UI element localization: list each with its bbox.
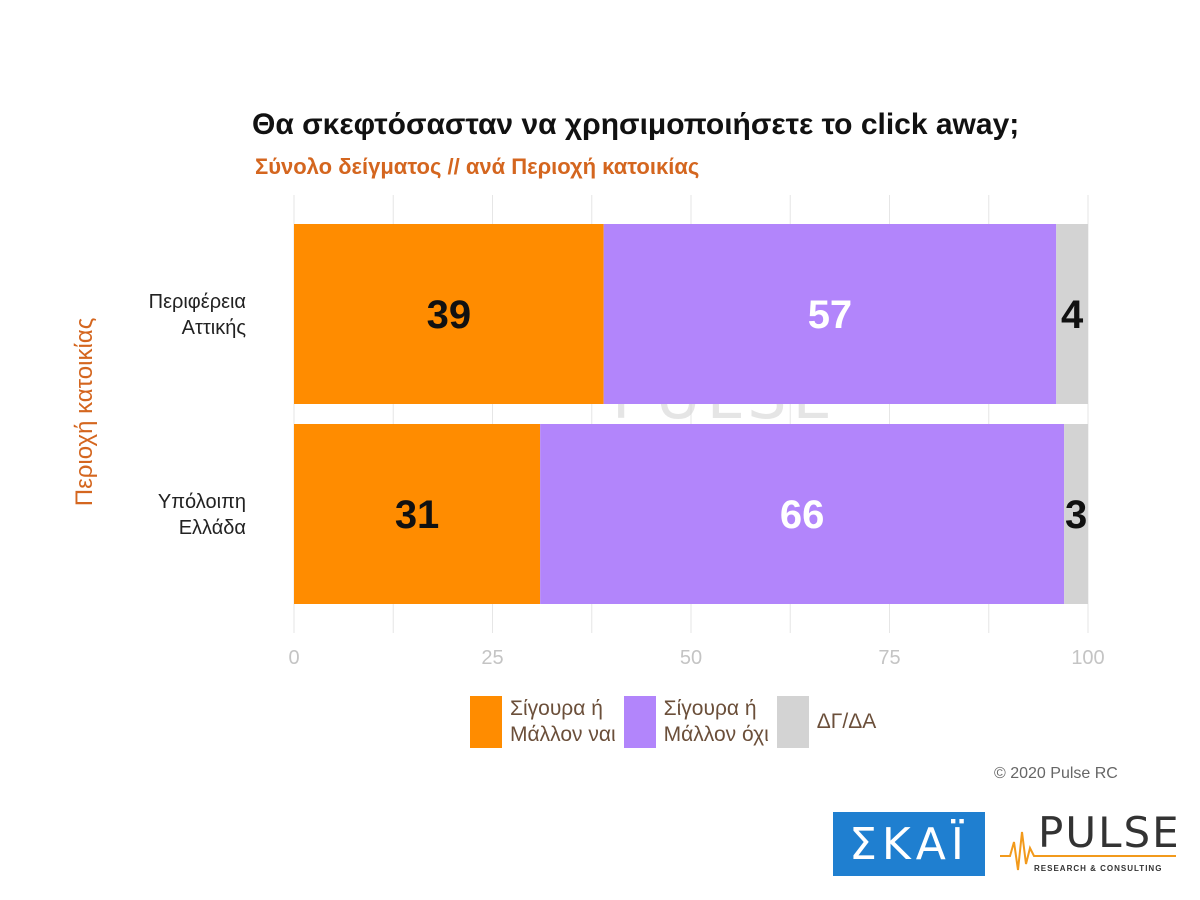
legend-swatch — [470, 696, 502, 748]
x-tick-label: 50 — [680, 647, 702, 669]
bar-value-label: 39 — [427, 293, 472, 337]
pulse-logo-subtitle: RESEARCH & CONSULTING — [1034, 864, 1163, 873]
legend-item: Σίγουρα ή Μάλλον ναι — [470, 696, 616, 748]
legend-swatch — [776, 696, 809, 748]
legend-label-line: ΔΓ/ΔΑ — [816, 710, 877, 733]
legend-label: Σίγουρα ή Μάλλον ναι — [510, 696, 616, 748]
bar-segment — [540, 424, 1065, 604]
pulse-wave-icon — [1000, 831, 1176, 871]
bar-value-label: 57 — [808, 293, 853, 337]
legend-item: Σίγουρα ή Μάλλον όχι — [623, 696, 769, 748]
chart-title: Θα σκεφτόσασταν να χρησιμοποιήσετε το cl… — [252, 108, 1020, 141]
bar-segment — [294, 424, 541, 604]
skai-logo: ΣΚΑΪ — [833, 812, 985, 876]
bar-segment — [603, 224, 1057, 404]
x-tick-label: 25 — [481, 647, 503, 669]
legend-label-line: Σίγουρα ή — [663, 697, 757, 720]
bar-segment — [1056, 224, 1088, 404]
category-label: Αττικής — [182, 317, 247, 339]
bar-value-label: 4 — [1061, 293, 1084, 337]
bar-segment — [294, 224, 604, 404]
bar-value-label: 66 — [780, 493, 825, 537]
legend-label: ΔΓ/ΔΑ — [817, 709, 876, 735]
stacked-bar-chart: 0255075100PULSERESEARCH & CONSULTING3957… — [71, 195, 1105, 669]
x-tick-label: 75 — [878, 647, 900, 669]
chart-subtitle: Σύνολο δείγματος // ανά Περιοχή κατοικία… — [255, 154, 700, 179]
legend-label: Σίγουρα ή Μάλλον όχι — [664, 696, 769, 748]
category-label: Υπόλοιπη — [158, 491, 246, 513]
pulse-logo-text: PULSE — [1038, 808, 1181, 857]
y-axis-label: Περιοχή κατοικίας — [71, 318, 98, 507]
x-tick-label: 100 — [1071, 647, 1104, 669]
chart-legend: Σίγουρα ή Μάλλον ναι Σίγουρα ή Μάλλον όχι ΔΓ… — [470, 696, 884, 748]
category-label: Ελλάδα — [179, 517, 246, 539]
pulse-logo: PULSE RESEARCH & CONSULTING — [1000, 808, 1179, 878]
copyright-text: © 2020 Pulse RC — [994, 765, 1118, 782]
x-tick-label: 0 — [288, 647, 299, 669]
legend-label-line: Μάλλον ναι — [510, 723, 616, 746]
legend-label-line: Σίγουρα ή — [510, 697, 603, 720]
bar-value-label: 31 — [395, 493, 440, 537]
category-label: Περιφέρεια — [149, 291, 246, 313]
bar-value-label: 3 — [1065, 493, 1087, 537]
legend-label-line: Μάλλον όχι — [663, 723, 769, 746]
legend-swatch — [623, 696, 656, 748]
bar-segment — [1064, 424, 1088, 604]
legend-item: ΔΓ/ΔΑ — [776, 696, 876, 748]
